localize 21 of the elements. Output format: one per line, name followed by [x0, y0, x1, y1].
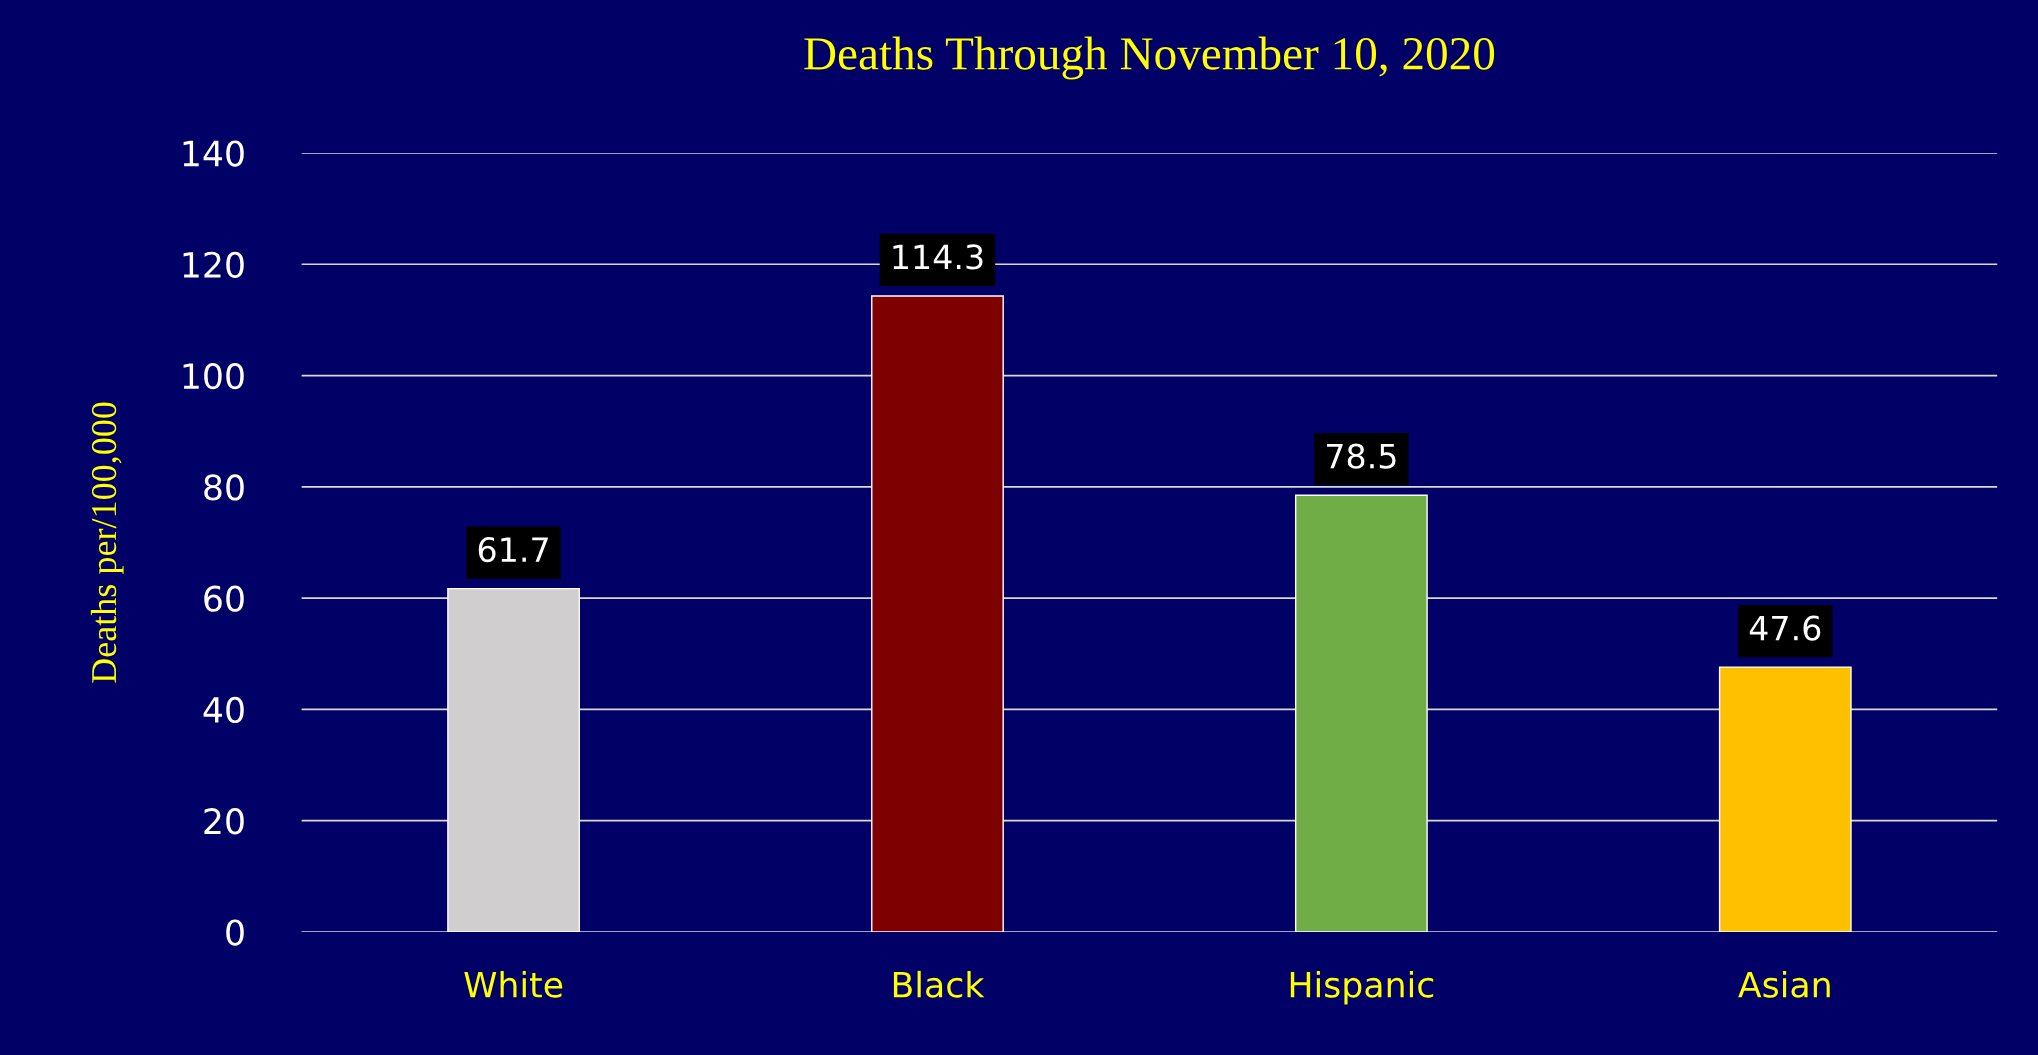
data-label: 47.6 — [1749, 615, 1821, 641]
data-label: 78.5 — [1327, 443, 1396, 469]
y-tick-label: 100 — [183, 362, 244, 390]
x-tick-label: Asian — [1738, 970, 1830, 998]
bar — [1294, 494, 1428, 932]
data-label: 114.3 — [893, 244, 983, 270]
y-tick-label: 80 — [204, 474, 244, 501]
y-tick-label: 20 — [204, 808, 244, 835]
chart-title: Deaths Through November 10, 2020 — [804, 36, 1495, 80]
x-tick-label: Black — [893, 970, 985, 998]
y-axis-title: Deaths per/100,000 — [90, 402, 124, 683]
x-tick-label: White — [464, 970, 563, 998]
y-tick-label: 140 — [183, 140, 244, 167]
bar — [1718, 666, 1852, 932]
data-label: 61.7 — [478, 537, 548, 563]
y-tick-label: 0 — [226, 919, 244, 946]
bar — [871, 295, 1004, 932]
y-tick-label: 120 — [183, 251, 244, 278]
y-tick-label: 60 — [204, 585, 244, 612]
x-tick-label: Hispanic — [1290, 970, 1434, 1005]
y-tick-label: 40 — [203, 696, 244, 724]
